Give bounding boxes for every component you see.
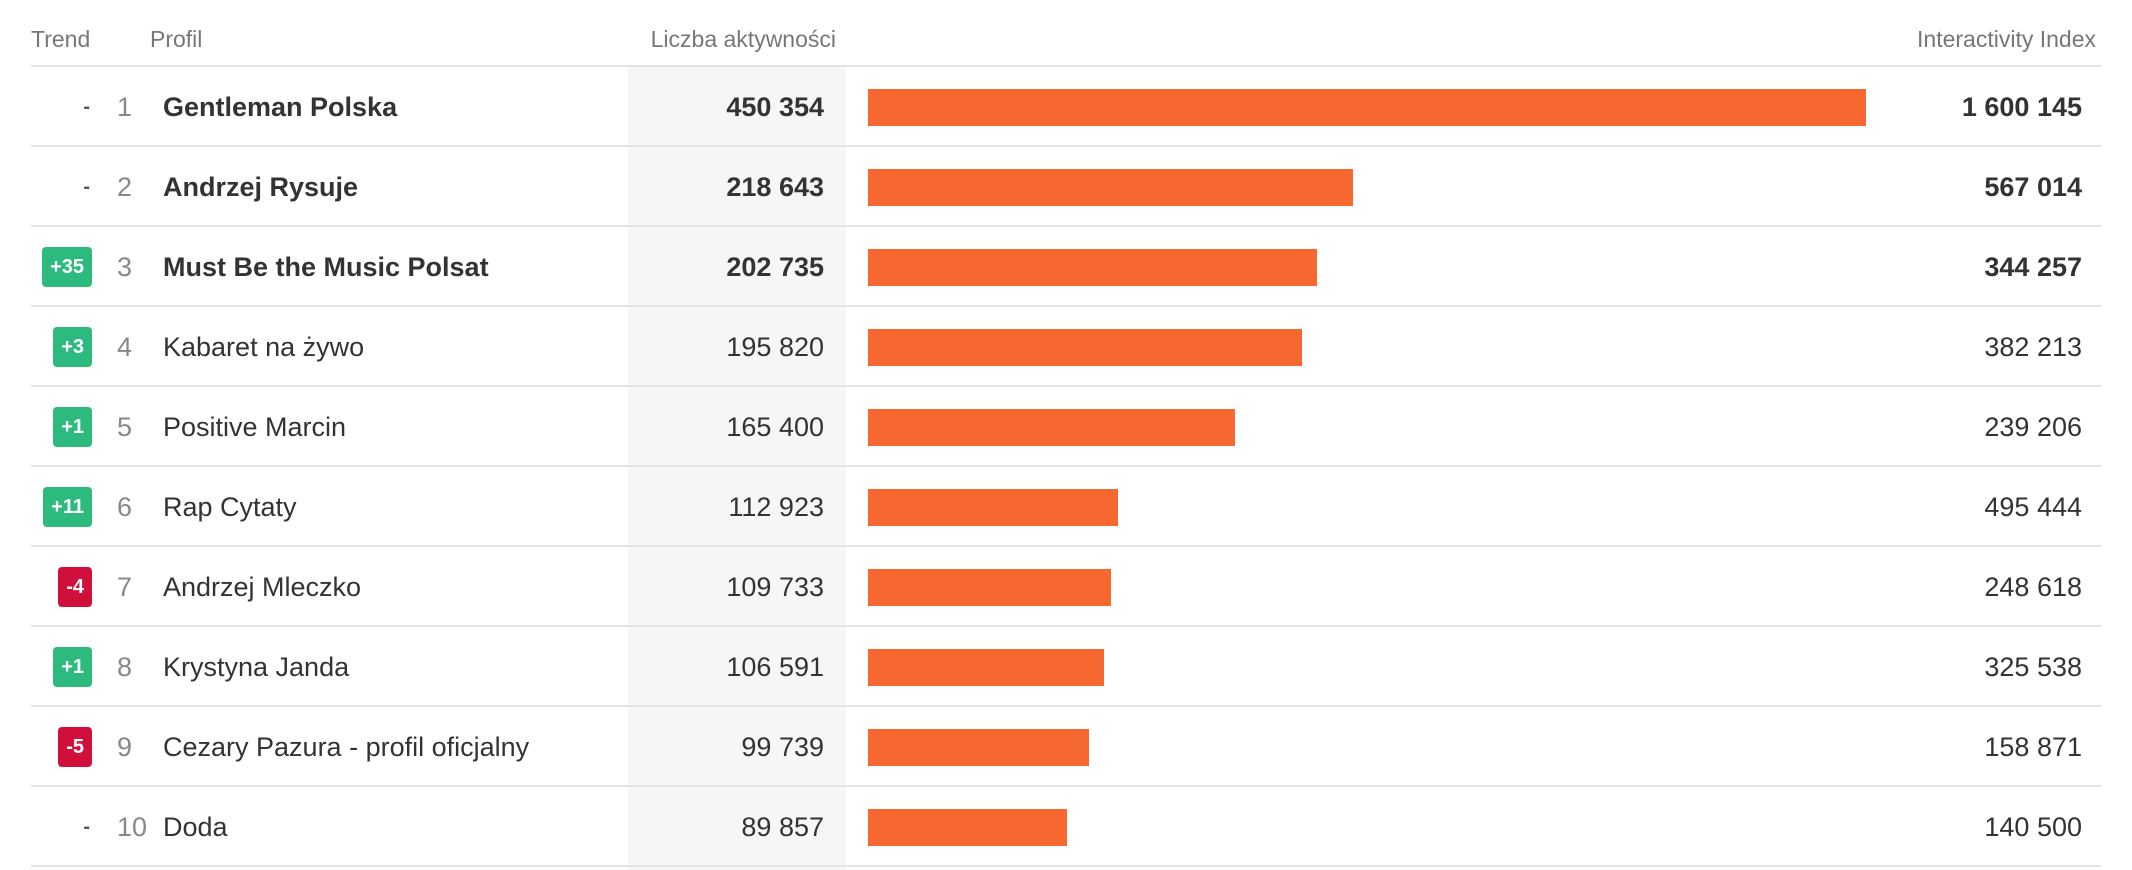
row-divider: [31, 145, 2101, 147]
interactivity-index: 1 600 145: [1961, 92, 2082, 122]
activities-count: 99 739: [741, 732, 824, 762]
table-row[interactable]: +1 8 Krystyna Janda 106 591 325 538: [0, 627, 2132, 707]
rank-number: 8: [117, 652, 133, 682]
rank-number: 2: [117, 172, 133, 202]
activities-bar: [868, 569, 1112, 606]
activities-bar: [868, 729, 1089, 766]
profile-name[interactable]: Must Be the Music Polsat: [163, 252, 489, 282]
activities-bar: [868, 89, 1866, 126]
row-divider: [31, 385, 2101, 387]
activities-bar: [868, 649, 1105, 686]
activities-bar: [868, 489, 1119, 526]
row-divider: [31, 305, 2101, 307]
profile-name[interactable]: Kabaret na żywo: [163, 332, 365, 362]
activities-count: 89 857: [741, 812, 824, 842]
table-row[interactable]: +3 4 Kabaret na żywo 195 820 382 213: [0, 307, 2132, 387]
activities-count: 112 923: [728, 492, 824, 522]
interactivity-index: 495 444: [1984, 492, 2082, 522]
interactivity-index: 344 257: [1984, 252, 2082, 282]
trend-badge: -4: [58, 567, 92, 607]
table-row[interactable]: - 2 Andrzej Rysuje 218 643 567 014: [0, 147, 2132, 227]
activities-bar: [868, 409, 1235, 446]
header-trend[interactable]: Trend: [31, 26, 91, 52]
trend-badge: +1: [53, 407, 92, 447]
rank-number: 9: [117, 732, 133, 762]
row-divider: [31, 225, 2101, 227]
interactivity-index: 567 014: [1984, 172, 2082, 202]
trend-badge: -: [83, 176, 90, 198]
activities-count: 165 400: [726, 412, 824, 442]
interactivity-index: 382 213: [1984, 332, 2082, 362]
profile-name[interactable]: Positive Marcin: [163, 412, 347, 442]
profile-name[interactable]: Andrzej Mleczko: [163, 572, 362, 602]
activities-bar: [868, 249, 1318, 286]
interactivity-index: 158 871: [1984, 732, 2082, 762]
row-divider: [31, 705, 2101, 707]
row-divider: [31, 785, 2101, 787]
trend-badge: +11: [43, 487, 92, 527]
trend-badge: -: [83, 96, 90, 118]
table-row[interactable]: - 1 Gentleman Polska 450 354 1 600 145: [0, 67, 2132, 147]
table-row[interactable]: +35 3 Must Be the Music Polsat 202 735 344 2…: [0, 227, 2132, 307]
row-divider: [31, 465, 2101, 467]
rank-number: 5: [117, 412, 133, 442]
activities-count: 195 820: [726, 332, 824, 362]
interactivity-index: 325 538: [1984, 652, 2082, 682]
rank-number: 1: [117, 92, 133, 122]
table-row[interactable]: -4 7 Andrzej Mleczko 109 733 248 618: [0, 547, 2132, 627]
trend-badge: -: [83, 816, 90, 838]
profile-name[interactable]: Andrzej Rysuje: [163, 172, 359, 202]
row-divider: [31, 545, 2101, 547]
activities-count: 218 643: [726, 172, 824, 202]
profile-name[interactable]: Cezary Pazura - profil oficjalny: [163, 732, 530, 762]
table-row[interactable]: +11 6 Rap Cytaty 112 923 495 444: [0, 467, 2132, 547]
activities-count: 450 354: [726, 92, 824, 122]
row-divider: [31, 865, 2101, 867]
rank-number: 7: [117, 572, 133, 602]
interactivity-index: 248 618: [1984, 572, 2082, 602]
rank-number: 10: [117, 812, 148, 842]
trend-badge: -5: [58, 727, 92, 767]
trend-badge: +1: [53, 647, 92, 687]
header-activities[interactable]: Liczba aktywności: [650, 26, 836, 52]
rank-number: 4: [117, 332, 133, 362]
rank-number: 3: [117, 252, 133, 282]
profile-name[interactable]: Doda: [163, 812, 228, 842]
header-divider: [31, 65, 2101, 67]
header-profile[interactable]: Profil: [150, 26, 203, 52]
activities-column-shade: [628, 66, 846, 870]
header-interactivity-index[interactable]: Interactivity Index: [1917, 26, 2096, 52]
activities-count: 202 735: [726, 252, 824, 282]
rank-number: 6: [117, 492, 133, 522]
profile-name[interactable]: Krystyna Janda: [163, 652, 350, 682]
activities-bar: [868, 169, 1353, 206]
table-row[interactable]: +1 5 Positive Marcin 165 400 239 206: [0, 387, 2132, 467]
activities-bar: [868, 809, 1068, 846]
table-row[interactable]: -5 9 Cezary Pazura - profil oficjalny 99 73…: [0, 707, 2132, 787]
activities-count: 106 591: [726, 652, 824, 682]
activities-bar: [868, 329, 1302, 366]
interactivity-index: 239 206: [1984, 412, 2082, 442]
interactivity-index: 140 500: [1984, 812, 2082, 842]
profile-name[interactable]: Gentleman Polska: [163, 92, 398, 122]
row-divider: [31, 625, 2101, 627]
activities-count: 109 733: [726, 572, 824, 602]
table-row[interactable]: - 10 Doda 89 857 140 500: [0, 787, 2132, 867]
profile-name[interactable]: Rap Cytaty: [163, 492, 297, 522]
trend-badge: +3: [53, 327, 92, 367]
trend-badge: +35: [42, 247, 92, 287]
